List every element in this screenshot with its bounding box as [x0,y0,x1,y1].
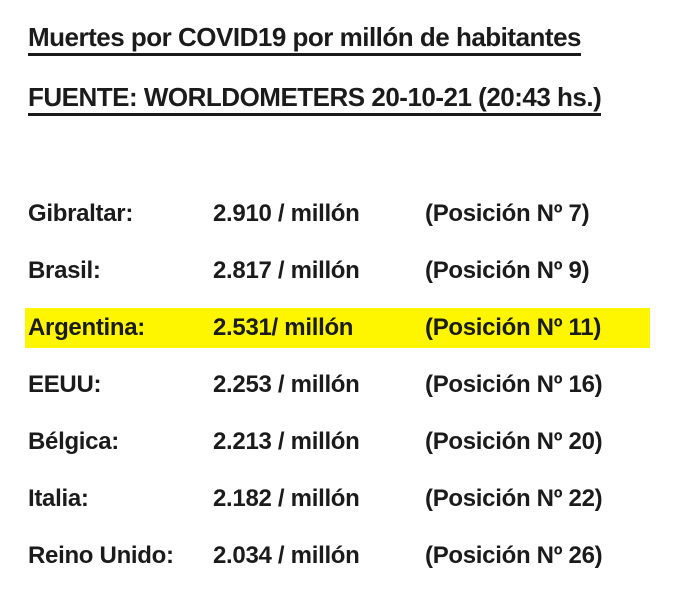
deaths-value: 2.531/ millón [213,313,354,341]
country-label: EEUU: [28,370,102,398]
position-label: (Posición Nº 7) [425,199,590,227]
source-line-text: FUENTE: WORLDOMETERS 20-10-21 (20:43 hs.… [28,82,602,116]
country-label: Brasil: [28,256,101,284]
table-row: Reino Unido: 2.034 / millón (Posición Nº… [25,527,700,584]
position-label: (Posición Nº 16) [425,370,603,398]
deaths-value: 2.817 / millón [213,256,360,284]
stats-table: Gibraltar: 2.910 / millón (Posición Nº 7… [25,185,700,584]
country-label: Argentina: [28,313,146,341]
source-line: FUENTE: WORLDOMETERS 20-10-21 (20:43 hs.… [28,80,700,116]
country-label: Bélgica: [28,427,119,455]
position-label: (Posición Nº 9) [425,256,590,284]
deaths-value: 2.182 / millón [213,484,360,512]
deaths-value: 2.034 / millón [213,541,360,569]
table-row: EEUU: 2.253 / millón (Posición Nº 16) [25,356,700,413]
country-label: Reino Unido: [28,541,174,569]
table-row: Gibraltar: 2.910 / millón (Posición Nº 7… [25,185,700,242]
table-row: Italia: 2.182 / millón (Posición Nº 22) [25,470,700,527]
deaths-value: 2.910 / millón [213,199,360,227]
table-row: Brasil: 2.817 / millón (Posición Nº 9) [25,242,700,299]
position-label: (Posición Nº 20) [425,427,603,455]
document-title: Muertes por COVID19 por millón de habita… [28,20,700,56]
country-label: Gibraltar: [28,199,134,227]
position-label: (Posición Nº 11) [425,313,602,341]
table-row: Bélgica: 2.213 / millón (Posición Nº 20) [25,413,700,470]
document-title-text: Muertes por COVID19 por millón de habita… [28,22,581,56]
position-label: (Posición Nº 26) [425,541,603,569]
country-label: Italia: [28,484,89,512]
deaths-value: 2.213 / millón [213,427,360,455]
deaths-value: 2.253 / millón [213,370,360,398]
position-label: (Posición Nº 22) [425,484,603,512]
table-row-highlighted: Argentina: 2.531/ millón (Posición Nº 11… [25,299,700,356]
